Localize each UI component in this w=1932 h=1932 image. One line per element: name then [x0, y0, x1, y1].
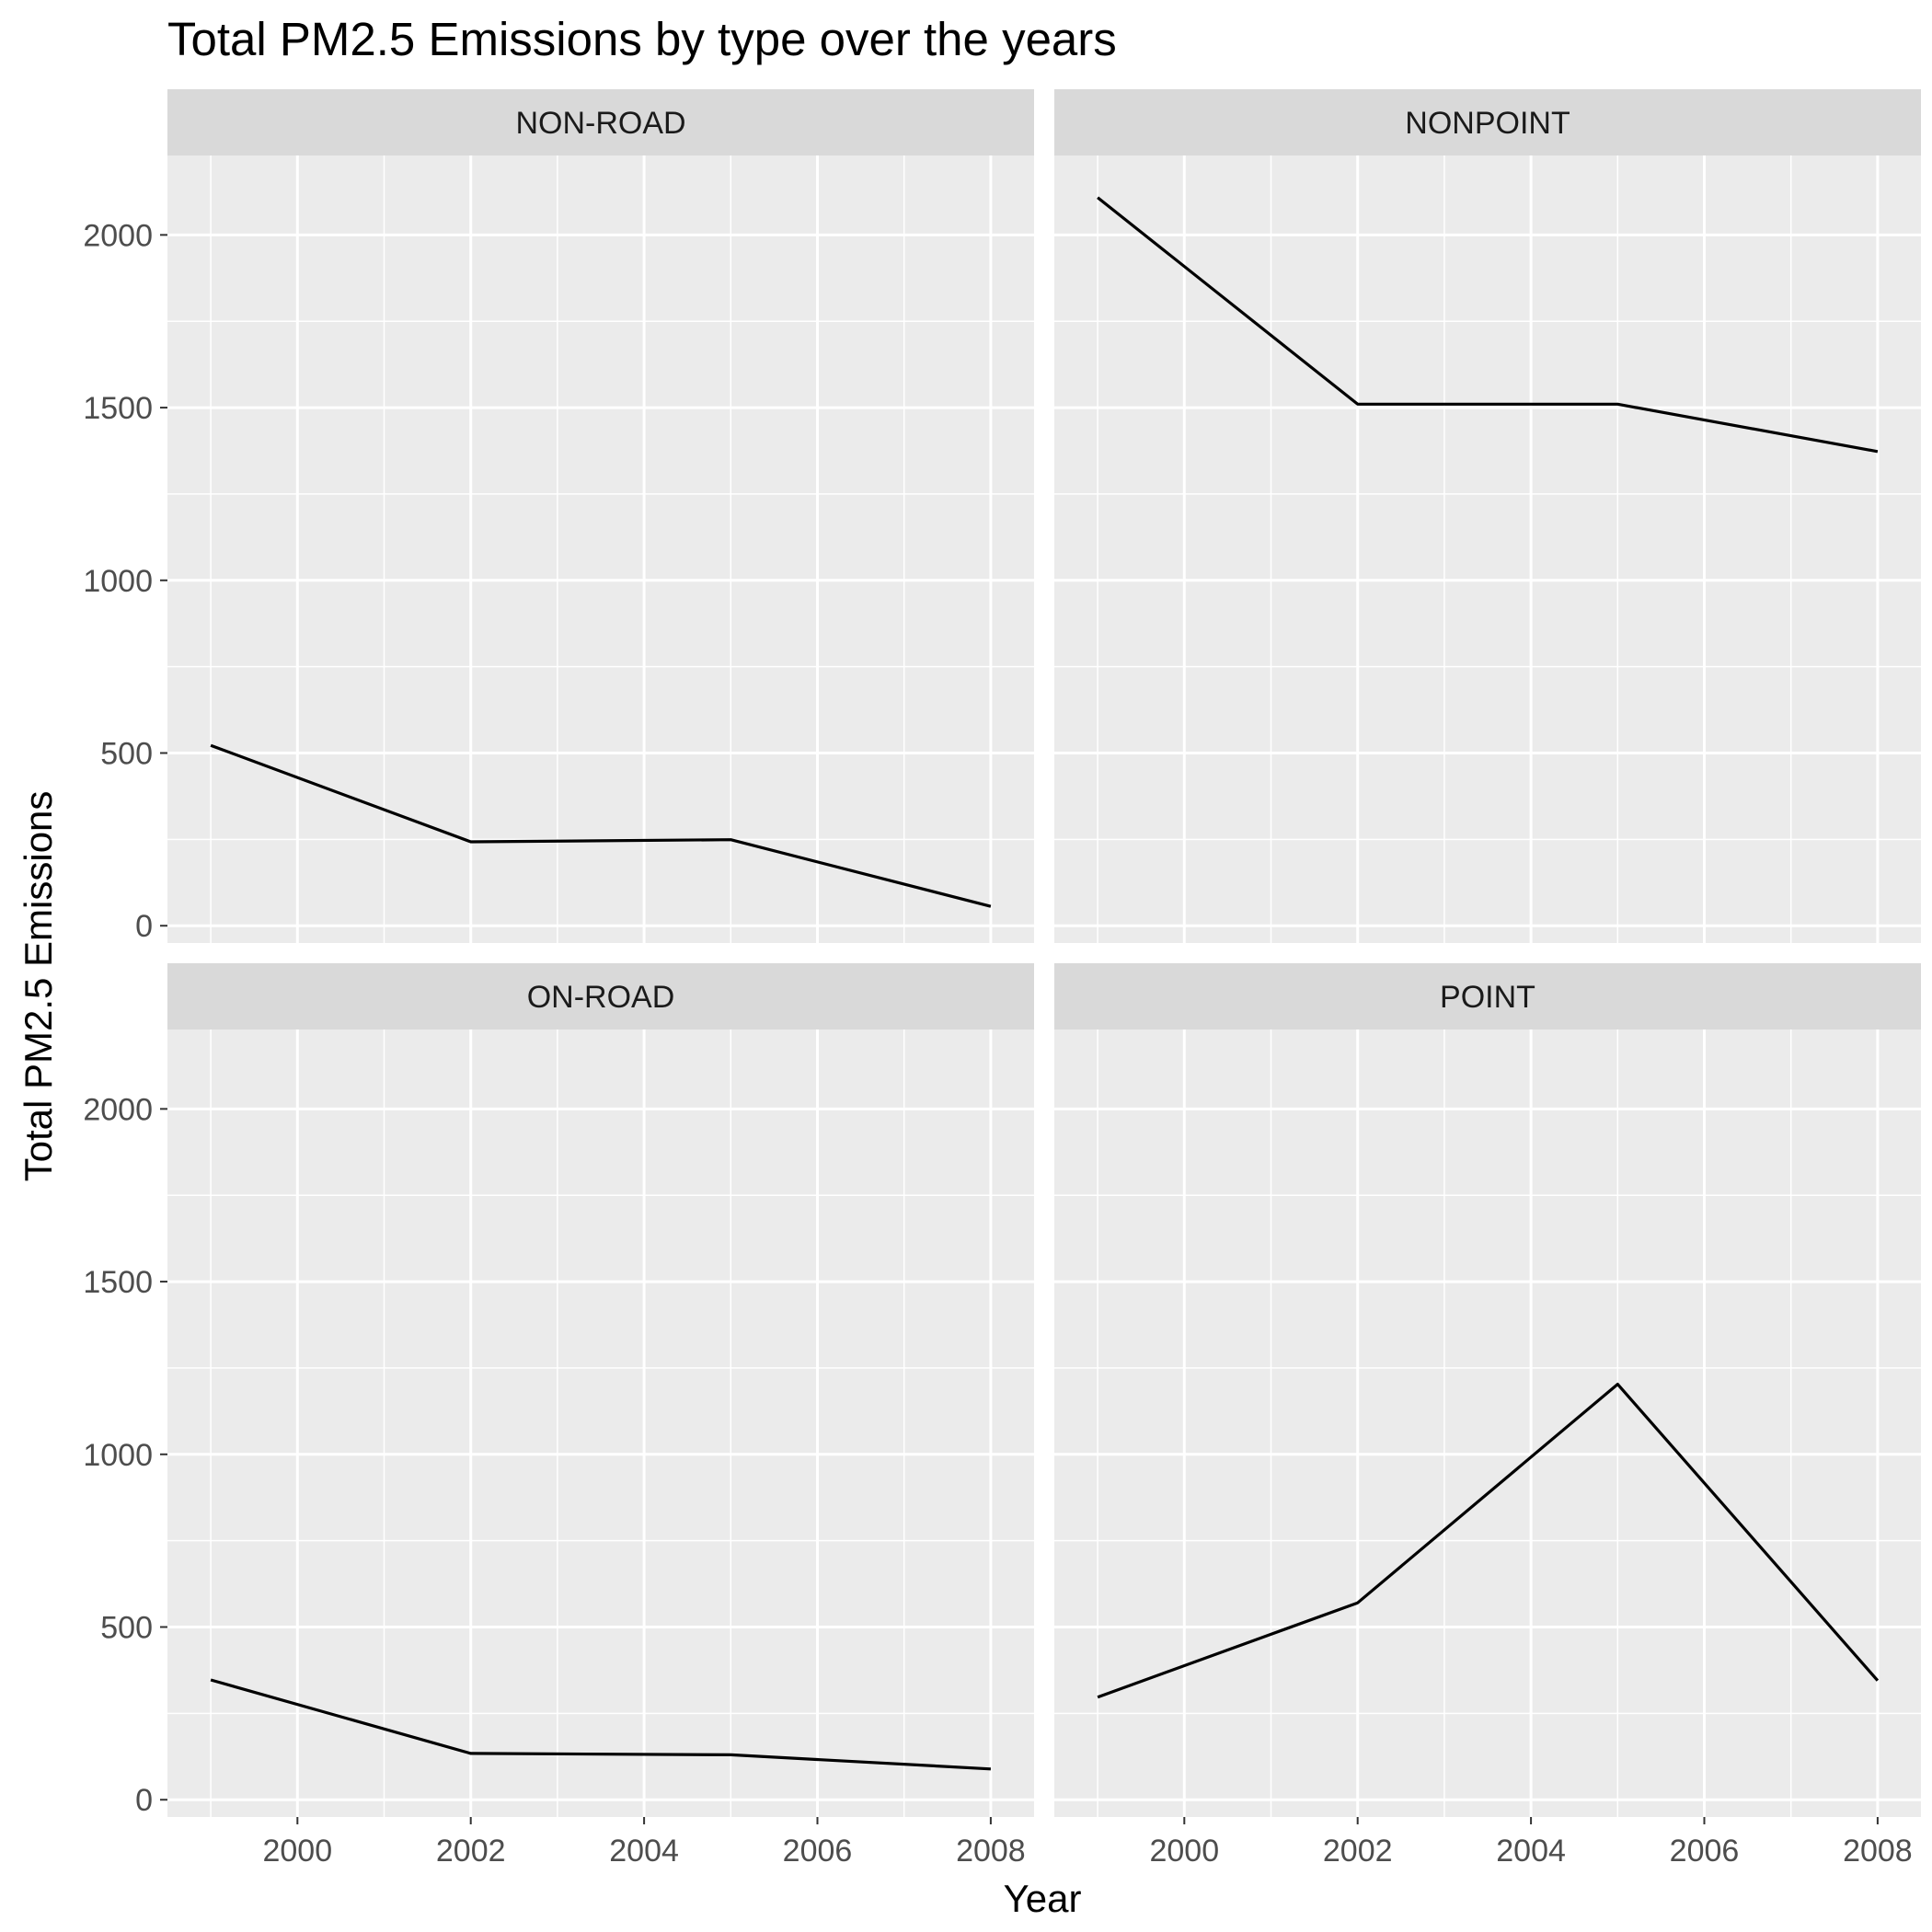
- y-tick-label: 2000: [83, 218, 153, 253]
- x-tick-label: 2008: [956, 1834, 1026, 1869]
- y-tick-label: 0: [135, 909, 153, 944]
- x-tick-label: 2008: [1843, 1834, 1913, 1869]
- facet-non-road: NON-ROAD 0 500 1000 1500 2000: [83, 89, 1034, 944]
- facet-panels: NON-ROAD 0 500 1000 1500 2000 NONPOINT ON-ROAD 0…: [83, 89, 1921, 1869]
- y-tick-label: 1500: [83, 1265, 153, 1300]
- y-tick-label: 1500: [83, 391, 153, 426]
- facet-point: POINT 2000 2002 2004 2006 2008: [1054, 963, 1921, 1869]
- x-tick-label: 2004: [609, 1834, 679, 1869]
- panel-background: [167, 1029, 1034, 1817]
- x-tick-label: 2006: [783, 1834, 853, 1869]
- series-line-on-road: [210, 1678, 991, 1771]
- facet-strip-label: ON-ROAD: [527, 980, 675, 1015]
- y-tick-label: 1000: [83, 1438, 153, 1473]
- chart-title: Total PM2.5 Emissions by type over the y…: [167, 13, 1117, 65]
- x-tick-label: 2004: [1496, 1834, 1566, 1869]
- facet-strip-label: POINT: [1440, 980, 1535, 1015]
- y-tick-label: 2000: [83, 1092, 153, 1127]
- x-tick-label: 2002: [436, 1834, 506, 1869]
- series-line-non-road: [210, 743, 992, 908]
- panel-background: [1054, 1029, 1921, 1817]
- panel-background: [1054, 155, 1921, 943]
- y-tick-label: 0: [135, 1783, 153, 1818]
- x-tick-label: 2000: [262, 1834, 332, 1869]
- facet-strip-label: NON-ROAD: [515, 106, 685, 141]
- x-axis-title: Year: [1004, 1877, 1082, 1920]
- panel-background: [167, 155, 1034, 943]
- y-tick-label: 1000: [83, 564, 153, 599]
- x-tick-label: 2006: [1670, 1834, 1740, 1869]
- facet-strip: [1054, 963, 1921, 1029]
- y-tick-label: 500: [100, 737, 153, 772]
- facet-strip: [1054, 89, 1921, 155]
- facet-strip-label: NONPOINT: [1405, 106, 1570, 141]
- facet-on-road: ON-ROAD 0 500 1000 1500 2000 2000 2002 2004 2006 2…: [83, 963, 1034, 1869]
- facet-strip: [167, 963, 1034, 1029]
- facet-nonpoint: NONPOINT: [1054, 89, 1921, 943]
- facet-strip: [167, 89, 1034, 155]
- x-tick-label: 2002: [1323, 1834, 1393, 1869]
- y-tick-label: 500: [100, 1611, 153, 1646]
- x-tick-label: 2000: [1149, 1834, 1219, 1869]
- series-line-nonpoint: [1097, 196, 1879, 454]
- series-line-point: [1097, 1382, 1880, 1699]
- y-axis-title: Total PM2.5 Emissions: [17, 791, 60, 1182]
